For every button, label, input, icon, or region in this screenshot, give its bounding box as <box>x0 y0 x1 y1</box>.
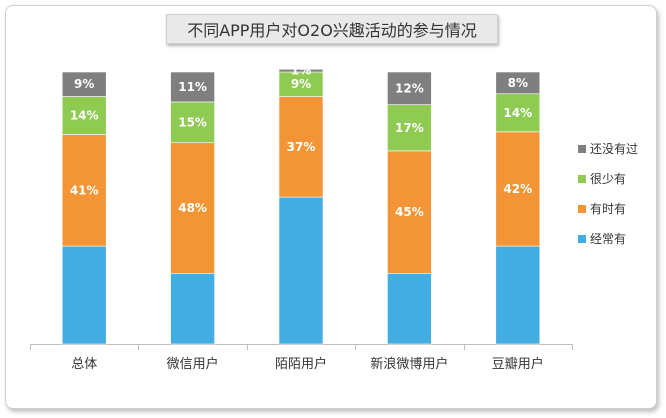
data-label-有时有-陌陌用户: 37% <box>287 140 316 154</box>
chart-frame <box>5 5 657 409</box>
data-label-很少有-陌陌用户: 9% <box>291 77 311 91</box>
bar-segment-有时有-豆瓣用户 <box>495 131 541 247</box>
legend-label-经常有: 经常有 <box>590 232 626 246</box>
category-label-新浪微博用户: 新浪微博用户 <box>370 356 448 372</box>
category-label-陌陌用户: 陌陌用户 <box>275 356 327 372</box>
chart-title: 不同APP用户对O2O兴趣活动的参与情况 <box>166 14 498 44</box>
bar-segment-有时有-新浪微博用户 <box>387 150 432 274</box>
data-label-很少有-微信用户: 15% <box>178 115 207 129</box>
bar-segment-很少有-陌陌用户 <box>278 71 324 97</box>
data-label-很少有-总体: 14% <box>70 109 99 123</box>
legend-label-有时有: 有时有 <box>590 202 626 216</box>
bar-segment-有时有-陌陌用户 <box>278 96 324 198</box>
data-label-还没有过-新浪微博用户: 12% <box>395 81 424 95</box>
data-label-有时有-新浪微博用户: 45% <box>395 205 424 219</box>
data-label-还没有过-陌陌用户: 1% <box>291 64 311 78</box>
data-label-很少有-豆瓣用户: 14% <box>503 106 532 120</box>
data-label-还没有过-豆瓣用户: 8% <box>508 76 528 90</box>
bar-segment-有时有-微信用户 <box>170 142 215 274</box>
bar-segment-经常有-豆瓣用户 <box>495 245 541 345</box>
bar-segment-很少有-豆瓣用户 <box>495 93 541 133</box>
bar-segment-还没有过-豆瓣用户 <box>495 71 541 95</box>
category-label-豆瓣用户: 豆瓣用户 <box>492 356 544 372</box>
bar-segment-还没有过-陌陌用户 <box>278 68 324 73</box>
legend-label-很少有: 很少有 <box>590 172 626 186</box>
legend-label-还没有过: 还没有过 <box>590 141 638 156</box>
bar-segment-很少有-微信用户 <box>170 101 215 144</box>
data-label-很少有-新浪微博用户: 17% <box>395 121 424 135</box>
bar-segment-还没有过-微信用户 <box>170 71 215 103</box>
bar-segment-还没有过-总体 <box>61 71 107 97</box>
data-label-还没有过-总体: 9% <box>74 77 94 91</box>
category-label-总体: 总体 <box>71 357 97 372</box>
bar-segment-很少有-总体 <box>61 96 107 135</box>
bar-segment-经常有-陌陌用户 <box>278 196 324 345</box>
bar-segment-有时有-总体 <box>61 134 107 247</box>
data-label-有时有-总体: 41% <box>70 183 99 197</box>
data-label-还没有过-微信用户: 11% <box>178 80 207 94</box>
data-label-有时有-豆瓣用户: 42% <box>503 182 532 196</box>
legend-swatch-很少有 <box>578 175 586 183</box>
bar-segment-还没有过-新浪微博用户 <box>387 71 432 105</box>
bar-segment-很少有-新浪微博用户 <box>387 104 432 152</box>
bar-segment-经常有-总体 <box>61 245 107 345</box>
bar-segment-经常有-新浪微博用户 <box>387 272 432 345</box>
legend-swatch-有时有 <box>578 205 586 213</box>
legend-swatch-经常有 <box>578 235 586 243</box>
category-label-微信用户: 微信用户 <box>167 356 219 372</box>
bar-segment-经常有-微信用户 <box>170 272 215 345</box>
legend-swatch-还没有过 <box>578 145 586 153</box>
data-label-有时有-微信用户: 48% <box>178 201 207 215</box>
